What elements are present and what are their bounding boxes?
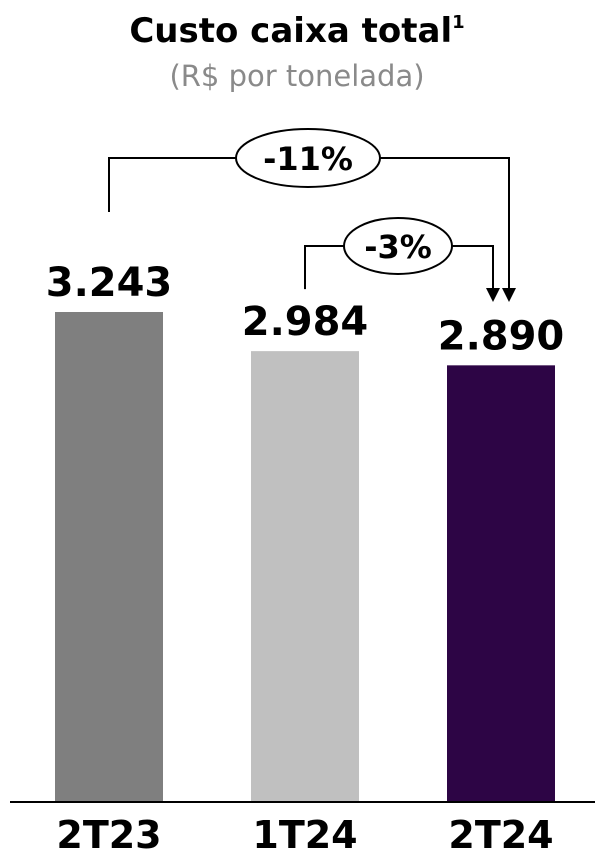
arrow-head bbox=[502, 288, 516, 302]
category-label-2t23: 2T23 bbox=[56, 813, 161, 856]
change-label: -11% bbox=[263, 140, 353, 178]
value-label-2t23: 3.243 bbox=[46, 260, 173, 306]
category-labels: 2T23 1T24 2T24 bbox=[56, 813, 553, 856]
chart-title-text: Custo caixa total bbox=[129, 11, 452, 51]
category-label-1t24: 1T24 bbox=[252, 813, 357, 856]
chart-title: Custo caixa total1 bbox=[129, 11, 464, 51]
category-label-2t24: 2T24 bbox=[448, 813, 553, 856]
arrow-head bbox=[486, 288, 500, 302]
bar-2t23 bbox=[55, 312, 163, 802]
value-label-2t24: 2.890 bbox=[438, 313, 565, 359]
change-bubble bbox=[235, 128, 381, 188]
change-annotation-1: -11% bbox=[108, 128, 516, 302]
change-label: -3% bbox=[364, 228, 432, 266]
bar-2t24 bbox=[447, 365, 555, 802]
bars-group: 3.243 2.984 2.890 bbox=[46, 260, 565, 802]
bar-1t24 bbox=[251, 351, 359, 802]
change-annotation-2: -3% bbox=[304, 217, 500, 302]
change-bubble bbox=[343, 217, 453, 275]
chart-title-superscript: 1 bbox=[452, 12, 465, 33]
chart-subtitle: (R$ por tonelada) bbox=[169, 59, 424, 93]
value-label-1t24: 2.984 bbox=[242, 299, 369, 345]
change-annotations: -11% -3% bbox=[108, 128, 516, 302]
